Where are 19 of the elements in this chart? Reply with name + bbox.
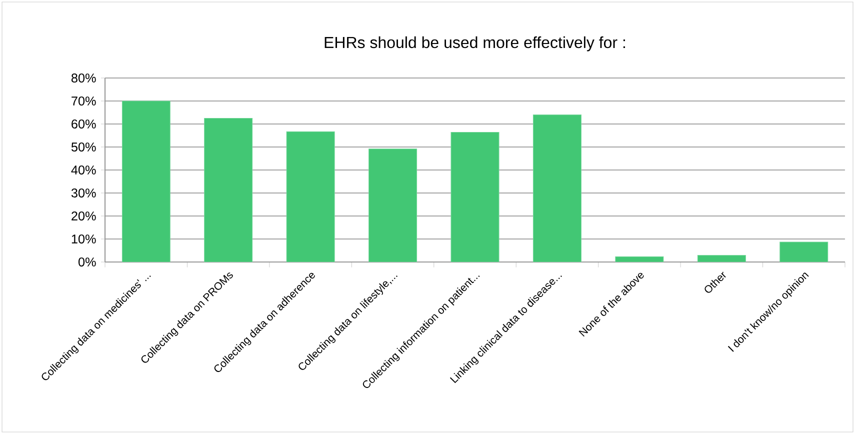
y-tick-label: 60% bbox=[72, 120, 96, 128]
bar bbox=[697, 255, 746, 262]
y-tick-label: 40% bbox=[71, 166, 96, 174]
bar bbox=[780, 242, 828, 262]
y-tick-label: 50% bbox=[71, 142, 96, 152]
bar bbox=[204, 118, 253, 262]
y-tick-label: 0% bbox=[78, 258, 96, 266]
bar bbox=[286, 131, 335, 262]
y-tick-label: 30% bbox=[71, 188, 96, 198]
bar bbox=[122, 100, 170, 262]
bar bbox=[532, 114, 582, 262]
bar bbox=[615, 256, 664, 262]
bar bbox=[450, 132, 500, 262]
y-tick-label: 70% bbox=[72, 96, 96, 106]
y-tick-label: 80% bbox=[71, 74, 96, 82]
y-tick-label: 10% bbox=[72, 234, 96, 244]
chart-title: EHRs should be used more effectively for : bbox=[324, 36, 625, 52]
y-tick-label: 20% bbox=[72, 212, 96, 220]
bar bbox=[368, 148, 418, 262]
